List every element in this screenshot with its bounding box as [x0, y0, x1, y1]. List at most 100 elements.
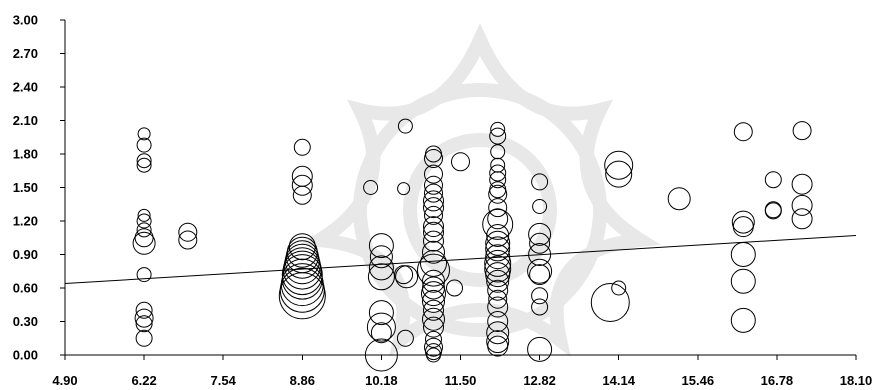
data-bubble: [423, 230, 444, 252]
y-tick-label: 0.90: [13, 247, 38, 262]
data-bubble: [531, 287, 549, 305]
data-bubble: [178, 230, 198, 250]
axes: 0.00 0.30 0.60 0.90 1.20 1.50 1.80 2.10 2.40 2.70…: [13, 13, 873, 389]
data-bubble: [422, 289, 445, 313]
data-bubble: [732, 216, 754, 238]
data-bubble: [420, 249, 447, 277]
data-bubble: [136, 213, 152, 229]
data-bubble: [424, 183, 443, 203]
data-bubble: [395, 265, 419, 289]
data-bubble: [286, 236, 318, 268]
data-bubble: [132, 231, 156, 255]
x-tick-label: 4.90: [52, 373, 77, 388]
data-bubble: [489, 171, 507, 189]
y-tick-label: 0.00: [13, 348, 38, 363]
data-bubble: [425, 343, 442, 361]
data-bubble: [485, 236, 511, 262]
data-bubble: [791, 208, 813, 230]
data-bubble: [486, 330, 510, 354]
data-bubble: [368, 255, 394, 281]
y-tick-label: 0.60: [13, 281, 38, 296]
data-bubble: [532, 199, 548, 214]
data-bubble: [488, 289, 508, 309]
data-bubble: [446, 279, 463, 297]
data-bubble: [527, 336, 553, 362]
data-bubble: [423, 190, 444, 212]
y-tick-label: 0.30: [13, 314, 38, 329]
data-bubble: [791, 173, 813, 195]
data-bubble: [605, 160, 633, 188]
y-tick-label: 1.80: [13, 147, 38, 162]
data-bubble: [489, 127, 507, 145]
data-bubble: [422, 240, 445, 264]
data-bubble: [487, 335, 509, 357]
data-bubble: [135, 315, 153, 333]
data-bubble: [527, 258, 553, 284]
data-bubble: [278, 272, 326, 320]
data-bubble: [487, 208, 509, 230]
x-tick-label: 18.10: [840, 373, 873, 388]
data-bubble: [485, 230, 511, 256]
y-tick-label: 3.00: [13, 13, 38, 28]
data-bubble: [423, 216, 444, 238]
data-bubble: [424, 149, 443, 168]
data-bubble: [529, 264, 551, 286]
data-bubble: [733, 122, 753, 142]
data-bubble: [590, 283, 630, 322]
y-tick-label: 1.50: [13, 180, 38, 195]
plot-area: [64, 118, 857, 372]
data-bubble: [730, 268, 756, 294]
data-bubble: [489, 181, 507, 199]
data-bubble: [425, 330, 442, 348]
data-bubble: [136, 222, 152, 238]
data-bubble: [394, 265, 414, 285]
data-bubble: [487, 279, 509, 301]
x-tick-label: 8.86: [290, 373, 315, 388]
y-tick-label: 1.20: [13, 214, 38, 229]
data-bubble: [422, 307, 445, 331]
data-bubble: [368, 233, 394, 259]
data-bubble: [764, 171, 782, 189]
watermark-graphic: [298, 22, 662, 357]
data-bubble: [484, 255, 512, 283]
x-tick-label: 6.22: [131, 373, 156, 388]
data-bubble: [528, 222, 552, 246]
data-bubble: [424, 205, 443, 225]
x-tick-label: 11.50: [445, 373, 477, 388]
data-bubble: [487, 311, 509, 332]
data-bubble: [730, 307, 756, 333]
data-bubble: [488, 198, 508, 218]
data-bubble: [366, 312, 396, 342]
x-tick-label: 10.18: [365, 373, 398, 388]
data-bubble: [293, 138, 311, 156]
data-bubble: [423, 221, 444, 243]
data-bubble: [764, 202, 782, 220]
data-bubble: [134, 308, 154, 328]
data-bubble: [397, 182, 411, 196]
data-bubble: [487, 296, 509, 318]
y-tick-label: 2.70: [13, 46, 38, 61]
data-bubble: [135, 301, 153, 319]
x-tick-label: 12.82: [523, 373, 556, 388]
data-bubble: [490, 121, 506, 137]
x-tick-label: 14.14: [602, 373, 635, 388]
data-bubble: [397, 118, 413, 134]
data-bubble: [291, 174, 313, 196]
data-bubble: [136, 153, 152, 169]
data-bubble: [370, 322, 392, 344]
data-bubble: [136, 157, 152, 173]
x-tick-label: 7.54: [211, 373, 237, 388]
data-bubble: [281, 258, 323, 300]
data-bubble: [730, 242, 756, 267]
data-bubble: [423, 299, 444, 321]
data-bubble: [422, 276, 445, 300]
data-bubble: [531, 173, 549, 191]
data-bubble: [424, 175, 443, 195]
data-bubble: [368, 300, 394, 326]
data-bubble: [417, 253, 450, 287]
data-bubble: [421, 281, 446, 307]
data-bubble: [791, 194, 813, 216]
data-bubble: [482, 208, 514, 240]
data-bubble: [137, 127, 151, 141]
